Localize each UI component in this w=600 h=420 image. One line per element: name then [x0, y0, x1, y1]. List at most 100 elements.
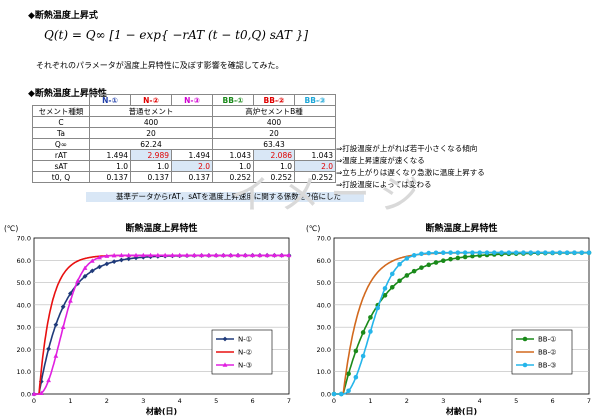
- data-point: [542, 250, 548, 255]
- y-tick-label: 0.0: [321, 391, 331, 399]
- data-point: [513, 250, 519, 255]
- data-point: [419, 251, 424, 257]
- y-tick-label: 20.0: [17, 346, 31, 354]
- cell: 2.989: [130, 149, 172, 161]
- data-point: [257, 252, 263, 258]
- data-point: [53, 322, 59, 328]
- data-point: [470, 250, 475, 255]
- data-point: [140, 252, 146, 258]
- data-point: [272, 252, 277, 258]
- row-label: セメント種類: [32, 105, 90, 117]
- cell: 400: [212, 116, 336, 128]
- x-tick-label: 4: [178, 397, 182, 405]
- data-point: [572, 250, 577, 255]
- data-point: [426, 262, 432, 268]
- legend-marker: [522, 362, 528, 368]
- data-point: [89, 268, 95, 274]
- table-row: Ta 20 20: [32, 127, 336, 139]
- cell: 1.494: [171, 149, 213, 161]
- col-header: N-②: [130, 94, 172, 106]
- row-label: t0, Q: [32, 171, 90, 183]
- data-point: [228, 252, 234, 258]
- y-tick-label: 40.0: [17, 301, 31, 309]
- data-point: [470, 253, 475, 259]
- data-point: [382, 293, 388, 298]
- cell: 1.043: [294, 149, 336, 161]
- row-label: Q∞: [32, 138, 90, 150]
- row-label: C: [32, 116, 90, 128]
- data-point: [397, 278, 402, 284]
- data-point: [579, 250, 585, 255]
- cell: 0.137: [130, 171, 172, 183]
- data-point: [155, 252, 161, 258]
- chart2-unit: (℃): [306, 224, 321, 233]
- data-point: [564, 250, 570, 255]
- y-tick-label: 30.0: [17, 324, 31, 332]
- data-point: [206, 252, 212, 258]
- data-point: [221, 252, 226, 258]
- data-point: [411, 268, 417, 274]
- data-point: [346, 371, 351, 377]
- y-tick-label: 50.0: [317, 279, 331, 287]
- y-tick-label: 60.0: [317, 257, 331, 265]
- cell: 1.494: [89, 149, 131, 161]
- row-label: sAT: [32, 160, 90, 172]
- x-tick-label: 2: [105, 397, 109, 405]
- section2-title: ◆断熱温度上昇特性: [28, 89, 107, 99]
- data-point: [360, 353, 366, 359]
- chart2-xlabel: 材齢(日): [445, 407, 478, 416]
- data-point: [462, 250, 468, 255]
- x-tick-label: 5: [514, 397, 518, 405]
- legend-label: BB-①: [538, 336, 556, 344]
- data-point: [455, 250, 461, 255]
- data-point: [404, 273, 410, 278]
- table-row: t0, Q 0.137 0.137 0.137 0.252 0.252 0.25…: [32, 171, 336, 183]
- data-point: [557, 250, 563, 255]
- data-point: [60, 304, 66, 310]
- data-point: [177, 252, 183, 258]
- col-header: N-③: [171, 94, 213, 106]
- data-point: [162, 252, 168, 258]
- table-row: sAT 1.0 1.0 2.0 1.0 1.0 2.0: [32, 160, 336, 172]
- table-row: C 400 400: [32, 116, 336, 128]
- data-point: [440, 250, 446, 255]
- data-point: [97, 264, 102, 270]
- data-point: [148, 252, 153, 258]
- x-tick-label: 4: [478, 397, 482, 405]
- data-point: [477, 250, 483, 255]
- data-point: [360, 330, 366, 335]
- table-row: Q∞ 62.24 63.43: [32, 138, 336, 150]
- table-row: rAT 1.494 2.989 1.494 1.043 2.086 1.043: [32, 149, 336, 161]
- x-tick-label: 0: [332, 397, 336, 405]
- data-point: [286, 252, 292, 258]
- data-point: [111, 252, 117, 258]
- data-point: [426, 250, 432, 256]
- data-point: [404, 256, 410, 261]
- x-tick-label: 7: [287, 397, 291, 405]
- data-point: [586, 250, 592, 255]
- data-point: [346, 388, 351, 394]
- data-point: [104, 253, 110, 258]
- y-tick-label: 40.0: [317, 301, 331, 309]
- data-point: [499, 250, 504, 255]
- data-point: [97, 254, 102, 260]
- x-tick-label: 6: [551, 397, 555, 405]
- data-point: [353, 348, 359, 354]
- col-header: BB-①: [212, 94, 254, 106]
- comment-rat: ⇒温度上昇速度が速くなる: [336, 156, 425, 165]
- data-point: [448, 256, 453, 262]
- col-header: BB-③: [294, 94, 336, 106]
- table-row: セメント種類 普通セメント 高炉セメントB種: [32, 105, 336, 117]
- data-point: [411, 253, 417, 258]
- y-tick-label: 0.0: [21, 391, 31, 399]
- data-point: [433, 250, 439, 256]
- y-tick-label: 60.0: [17, 257, 31, 265]
- data-point: [31, 391, 37, 396]
- data-point: [199, 252, 204, 258]
- cell: 2.0: [171, 160, 213, 172]
- y-tick-label: 30.0: [317, 324, 331, 332]
- legend-label: BB-③: [538, 362, 556, 370]
- chart1-plot: 0.0 10.0 20.0 30.0 40.0 50.0 60.0 70.0 0 1 2 3 4 5 6 7 N…: [17, 235, 292, 405]
- x-tick-label: 2: [405, 397, 409, 405]
- data-point: [250, 252, 255, 258]
